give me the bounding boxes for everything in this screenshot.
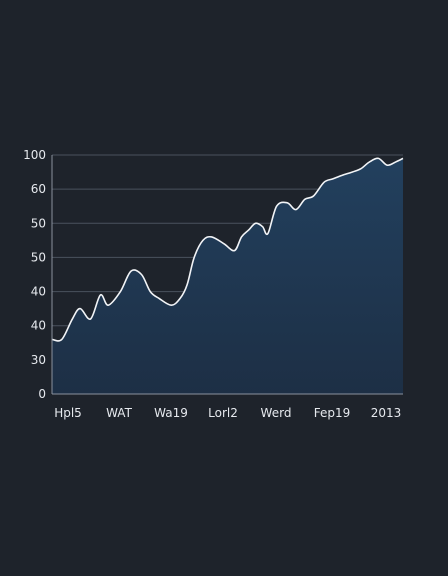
- x-tick-labels: Hpl5 WAT Wa19 Lorl2 Werd Fep19 2013: [54, 406, 401, 420]
- y-tick-label: 50: [31, 250, 46, 264]
- y-tick-label: 0: [38, 387, 46, 401]
- series-line: [51, 157, 404, 342]
- x-tick-label: Wa19: [154, 406, 188, 420]
- area-fill: [52, 158, 403, 394]
- y-tick-label: 60: [31, 182, 46, 196]
- x-tick-label: Hpl5: [54, 406, 82, 420]
- x-tick-label: WAT: [106, 406, 132, 420]
- x-tick-label: Lorl2: [208, 406, 238, 420]
- y-tick-label: 40: [31, 285, 46, 299]
- y-tick-label: 100: [23, 148, 46, 162]
- x-tick-label: Fep19: [314, 406, 351, 420]
- y-tick-label: 30: [31, 353, 46, 367]
- y-tick-label: 50: [31, 216, 46, 230]
- x-tick-label: 2013: [371, 406, 402, 420]
- y-tick-label: 40: [31, 319, 46, 333]
- x-tick-label: Werd: [261, 406, 292, 420]
- y-tick-labels: 0 30 40 40 50 50 60 100: [23, 148, 46, 401]
